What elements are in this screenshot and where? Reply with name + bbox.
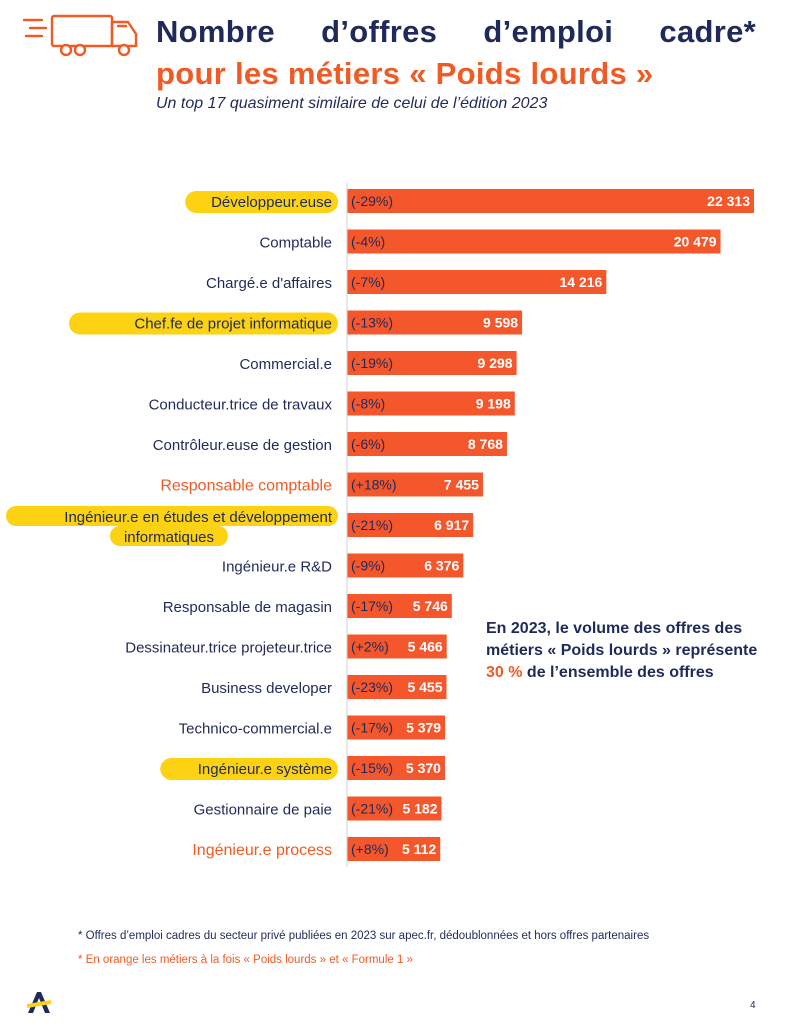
category-label: Responsable comptable xyxy=(160,478,332,495)
bar xyxy=(347,472,483,497)
category-label: Chargé.e d'affaires xyxy=(206,275,332,292)
category-label: Ingénieur.e système xyxy=(198,761,332,778)
value-label: 7 455 xyxy=(444,477,479,493)
change-label: (-8%) xyxy=(351,396,385,412)
change-label: (-29%) xyxy=(351,193,393,209)
category-label: Comptable xyxy=(259,235,332,252)
value-label: 9 598 xyxy=(483,315,518,331)
callout-text: En 2023, le volume des offres des métier… xyxy=(486,618,786,684)
label-highlight xyxy=(160,758,338,780)
apec-logo-icon xyxy=(27,992,51,1013)
category-label: Technico-commercial.e xyxy=(179,721,332,738)
bar xyxy=(347,634,447,659)
bar xyxy=(347,189,754,213)
bar xyxy=(347,229,721,254)
footnote-orange: * En orange les métiers à la fois « Poid… xyxy=(78,954,413,966)
value-label: 6 917 xyxy=(434,517,469,533)
bar xyxy=(347,837,441,861)
value-label: 14 216 xyxy=(559,274,602,290)
category-label: Gestionnaire de paie xyxy=(194,802,332,819)
value-label: 5 112 xyxy=(402,841,436,857)
value-label: 9 298 xyxy=(478,355,513,371)
category-label: Contrôleur.euse de gestion xyxy=(153,437,332,454)
change-label: (+18%) xyxy=(351,477,397,493)
bar xyxy=(347,756,445,780)
bar xyxy=(347,675,447,699)
category-label: Conducteur.trice de travaux xyxy=(149,397,333,414)
bar xyxy=(347,553,464,578)
value-label: 5 455 xyxy=(407,679,442,695)
value-label: 5 182 xyxy=(402,801,437,817)
callout-line3: 30 % de l’ensemble des offres xyxy=(486,662,786,684)
change-label: (-15%) xyxy=(351,760,393,776)
bar xyxy=(347,270,607,294)
bar xyxy=(347,796,442,821)
category-label: Dessinateur.trice projeteur.trice xyxy=(125,640,332,657)
change-label: (-17%) xyxy=(351,720,393,736)
value-label: 5 746 xyxy=(413,598,448,614)
bar xyxy=(347,715,446,740)
callout-highlight: 30 % xyxy=(486,664,523,681)
category-label: Business developer xyxy=(201,680,332,697)
change-label: (-19%) xyxy=(351,355,393,371)
label-highlight xyxy=(110,526,228,546)
label-highlight xyxy=(6,506,338,526)
page-title-line2: pour les métiers « Poids lourds » xyxy=(156,56,654,91)
page-subtitle: Un top 17 quasiment similaire de celui d… xyxy=(156,95,548,112)
bar xyxy=(347,310,523,335)
bar xyxy=(347,432,507,456)
value-label: 8 768 xyxy=(468,436,503,452)
category-label: Ingénieur.e R&D xyxy=(222,559,332,576)
change-label: (-21%) xyxy=(351,801,393,817)
page-number: 4 xyxy=(750,1000,756,1011)
truck-icon xyxy=(22,14,138,57)
change-label: (-21%) xyxy=(351,517,393,533)
category-label: Responsable de magasin xyxy=(163,599,332,616)
category-label-cont: informatiques xyxy=(124,529,214,546)
label-highlight xyxy=(69,312,338,335)
value-label: 5 379 xyxy=(406,720,441,736)
page-title: Nombre d’offres d’emploi cadre* xyxy=(156,14,756,49)
footnote-source: * Offres d’emploi cadres du secteur priv… xyxy=(78,930,650,942)
value-label: 5 370 xyxy=(406,760,441,776)
category-label: Commercial.e xyxy=(239,356,332,373)
category-label: Ingénieur.e en études et développement xyxy=(64,509,333,526)
bar xyxy=(347,594,452,618)
value-label: 22 313 xyxy=(707,193,750,209)
bar xyxy=(347,513,474,537)
change-label: (-17%) xyxy=(351,598,393,614)
bar xyxy=(347,391,515,416)
category-label: Développeur.euse xyxy=(211,194,332,211)
value-label: 5 466 xyxy=(408,639,443,655)
value-label: 20 479 xyxy=(674,234,717,250)
bar xyxy=(347,351,517,375)
change-label: (-4%) xyxy=(351,234,385,250)
change-label: (-13%) xyxy=(351,315,393,331)
change-label: (-23%) xyxy=(351,679,393,695)
value-label: 9 198 xyxy=(476,396,511,412)
category-label: Ingénieur.e process xyxy=(192,842,332,859)
category-label: Chef.fe de projet informatique xyxy=(134,316,332,333)
change-label: (-6%) xyxy=(351,436,385,452)
callout-line2: métiers « Poids lourds » représente xyxy=(486,642,758,659)
label-highlight xyxy=(185,191,338,213)
change-label: (+2%) xyxy=(351,639,389,655)
value-label: 6 376 xyxy=(424,558,459,574)
callout-line3-rest: de l’ensemble des offres xyxy=(522,664,714,681)
change-label: (-9%) xyxy=(351,558,385,574)
callout-line1: En 2023, le volume des offres des xyxy=(486,620,743,637)
change-label: (+8%) xyxy=(351,841,389,857)
change-label: (-7%) xyxy=(351,274,385,290)
